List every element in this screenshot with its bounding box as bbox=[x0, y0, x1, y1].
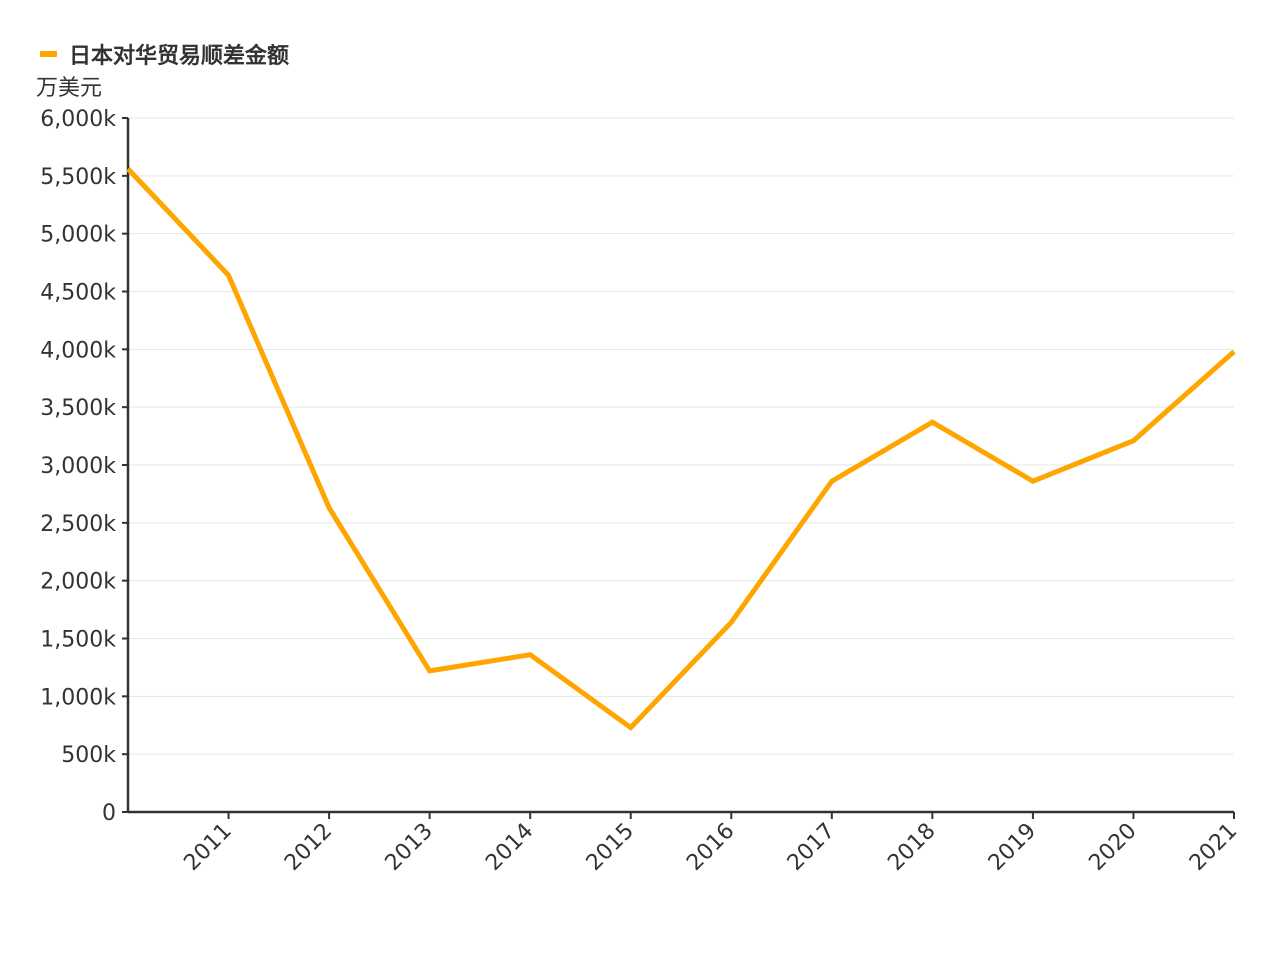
y-tick-label: 1,500k bbox=[40, 628, 116, 653]
y-tick-label: 6,000k bbox=[40, 107, 116, 132]
y-tick-label: 500k bbox=[61, 743, 116, 768]
x-tick-label: 2016 bbox=[682, 819, 739, 876]
x-tick-label: 2014 bbox=[481, 819, 538, 876]
x-tick-label: 2020 bbox=[1084, 819, 1141, 876]
x-tick-label: 2021 bbox=[1185, 819, 1242, 876]
x-tick-label: 2012 bbox=[280, 819, 337, 876]
y-tick-label: 2,000k bbox=[40, 570, 116, 595]
legend-swatch-icon bbox=[40, 51, 57, 57]
series bbox=[128, 169, 1234, 728]
y-tick-label: 2,500k bbox=[40, 512, 116, 537]
y-tick-label: 4,500k bbox=[40, 281, 116, 306]
x-tick-label: 2019 bbox=[984, 819, 1041, 876]
x-tick-label: 2018 bbox=[883, 819, 940, 876]
y-axis-ticks: 0 500k 1,000k 1,500k 2,000k 2,500k 3,000k 3,500… bbox=[40, 107, 128, 826]
x-tick-label: 2011 bbox=[180, 819, 237, 876]
y-tick-label: 5,000k bbox=[40, 223, 116, 248]
x-axis-ticks: 2011 2012 2013 2014 2015 2016 2017 2018 2019 2020… bbox=[180, 812, 1243, 876]
grid-lines bbox=[128, 118, 1234, 754]
legend-label: 日本对华贸易顺差金额 bbox=[69, 43, 289, 69]
y-tick-label: 4,000k bbox=[40, 338, 116, 363]
series-line bbox=[128, 169, 1234, 728]
legend[interactable]: 日本对华贸易顺差金额 bbox=[40, 43, 289, 69]
y-tick-label: 3,500k bbox=[40, 396, 116, 421]
x-tick-label: 2013 bbox=[381, 819, 438, 876]
y-axis-unit-label: 万美元 bbox=[36, 76, 102, 101]
y-tick-label: 1,000k bbox=[40, 685, 116, 710]
y-tick-label: 0 bbox=[102, 801, 116, 826]
y-tick-label: 5,500k bbox=[40, 165, 116, 190]
x-tick-label: 2017 bbox=[783, 819, 840, 876]
x-tick-label: 2015 bbox=[582, 819, 639, 876]
y-tick-label: 3,000k bbox=[40, 454, 116, 479]
